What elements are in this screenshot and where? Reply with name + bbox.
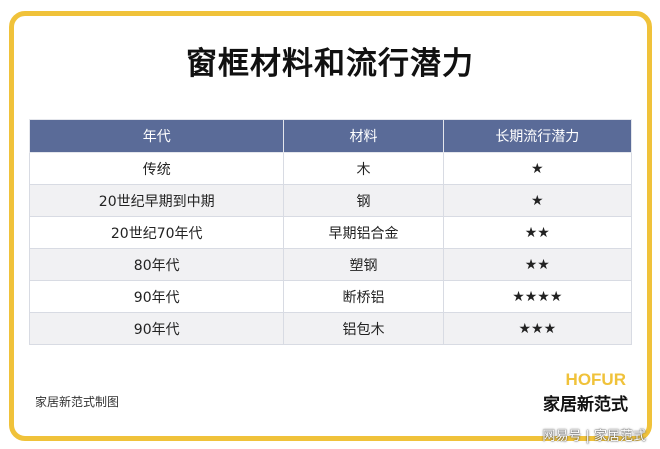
cell-potential: ★★★★: [442, 280, 633, 313]
cell-potential: ★: [442, 152, 633, 185]
table-row: 20世纪早期到中期钢 ★: [28, 184, 633, 217]
cell-potential: ★★: [442, 216, 633, 249]
cell-material: 早期铝合金: [283, 216, 444, 249]
brand-logo-en: HOFUR: [565, 370, 626, 389]
cell-era: 20世纪早期到中期: [28, 184, 285, 217]
page-title: 窗框材料和流行潜力: [186, 46, 474, 82]
header-potential: 长期流行潜力: [442, 119, 633, 153]
table-row: 90年代 铝包木 ★★★: [28, 312, 633, 345]
table-header-row: 年代 材料 长期流行潜力: [28, 119, 633, 153]
cell-era: 90年代: [28, 280, 285, 313]
cell-material: 钢: [283, 184, 444, 217]
cell-material: 塑钢: [283, 248, 444, 281]
header-era: 年代: [28, 119, 285, 153]
cell-potential: ★★: [442, 248, 633, 281]
cell-material: 铝包木: [283, 312, 444, 345]
header-material: 材料: [283, 119, 444, 153]
table-row: 20世纪70年代 早期铝合金 ★★: [28, 216, 633, 249]
chart-credit: 家居新范式制图: [35, 395, 120, 409]
table-row: 80年代 塑钢 ★★: [28, 248, 633, 281]
cell-era: 传统: [28, 152, 285, 185]
brand-logo-cn: 家居新范式: [543, 395, 628, 415]
table-row: 90年代 断桥铝 ★★★★: [28, 280, 633, 313]
cell-material: 断桥铝: [283, 280, 444, 313]
cell-potential: ★: [442, 184, 633, 217]
cell-era: 80年代: [28, 248, 285, 281]
cell-potential: ★★★: [442, 312, 633, 345]
table-row: 传统木 ★: [28, 152, 633, 185]
materials-table: 年代 材料 长期流行潜力 传统木 ★ 20世纪早期到中期钢 ★ 20世纪70年代 早期铝合…: [28, 119, 633, 345]
cell-era: 20世纪70年代: [28, 216, 285, 249]
watermark: 网易号 | 家居范式: [542, 429, 646, 444]
cell-material: 木: [283, 152, 444, 185]
cell-era: 90年代: [28, 312, 285, 345]
